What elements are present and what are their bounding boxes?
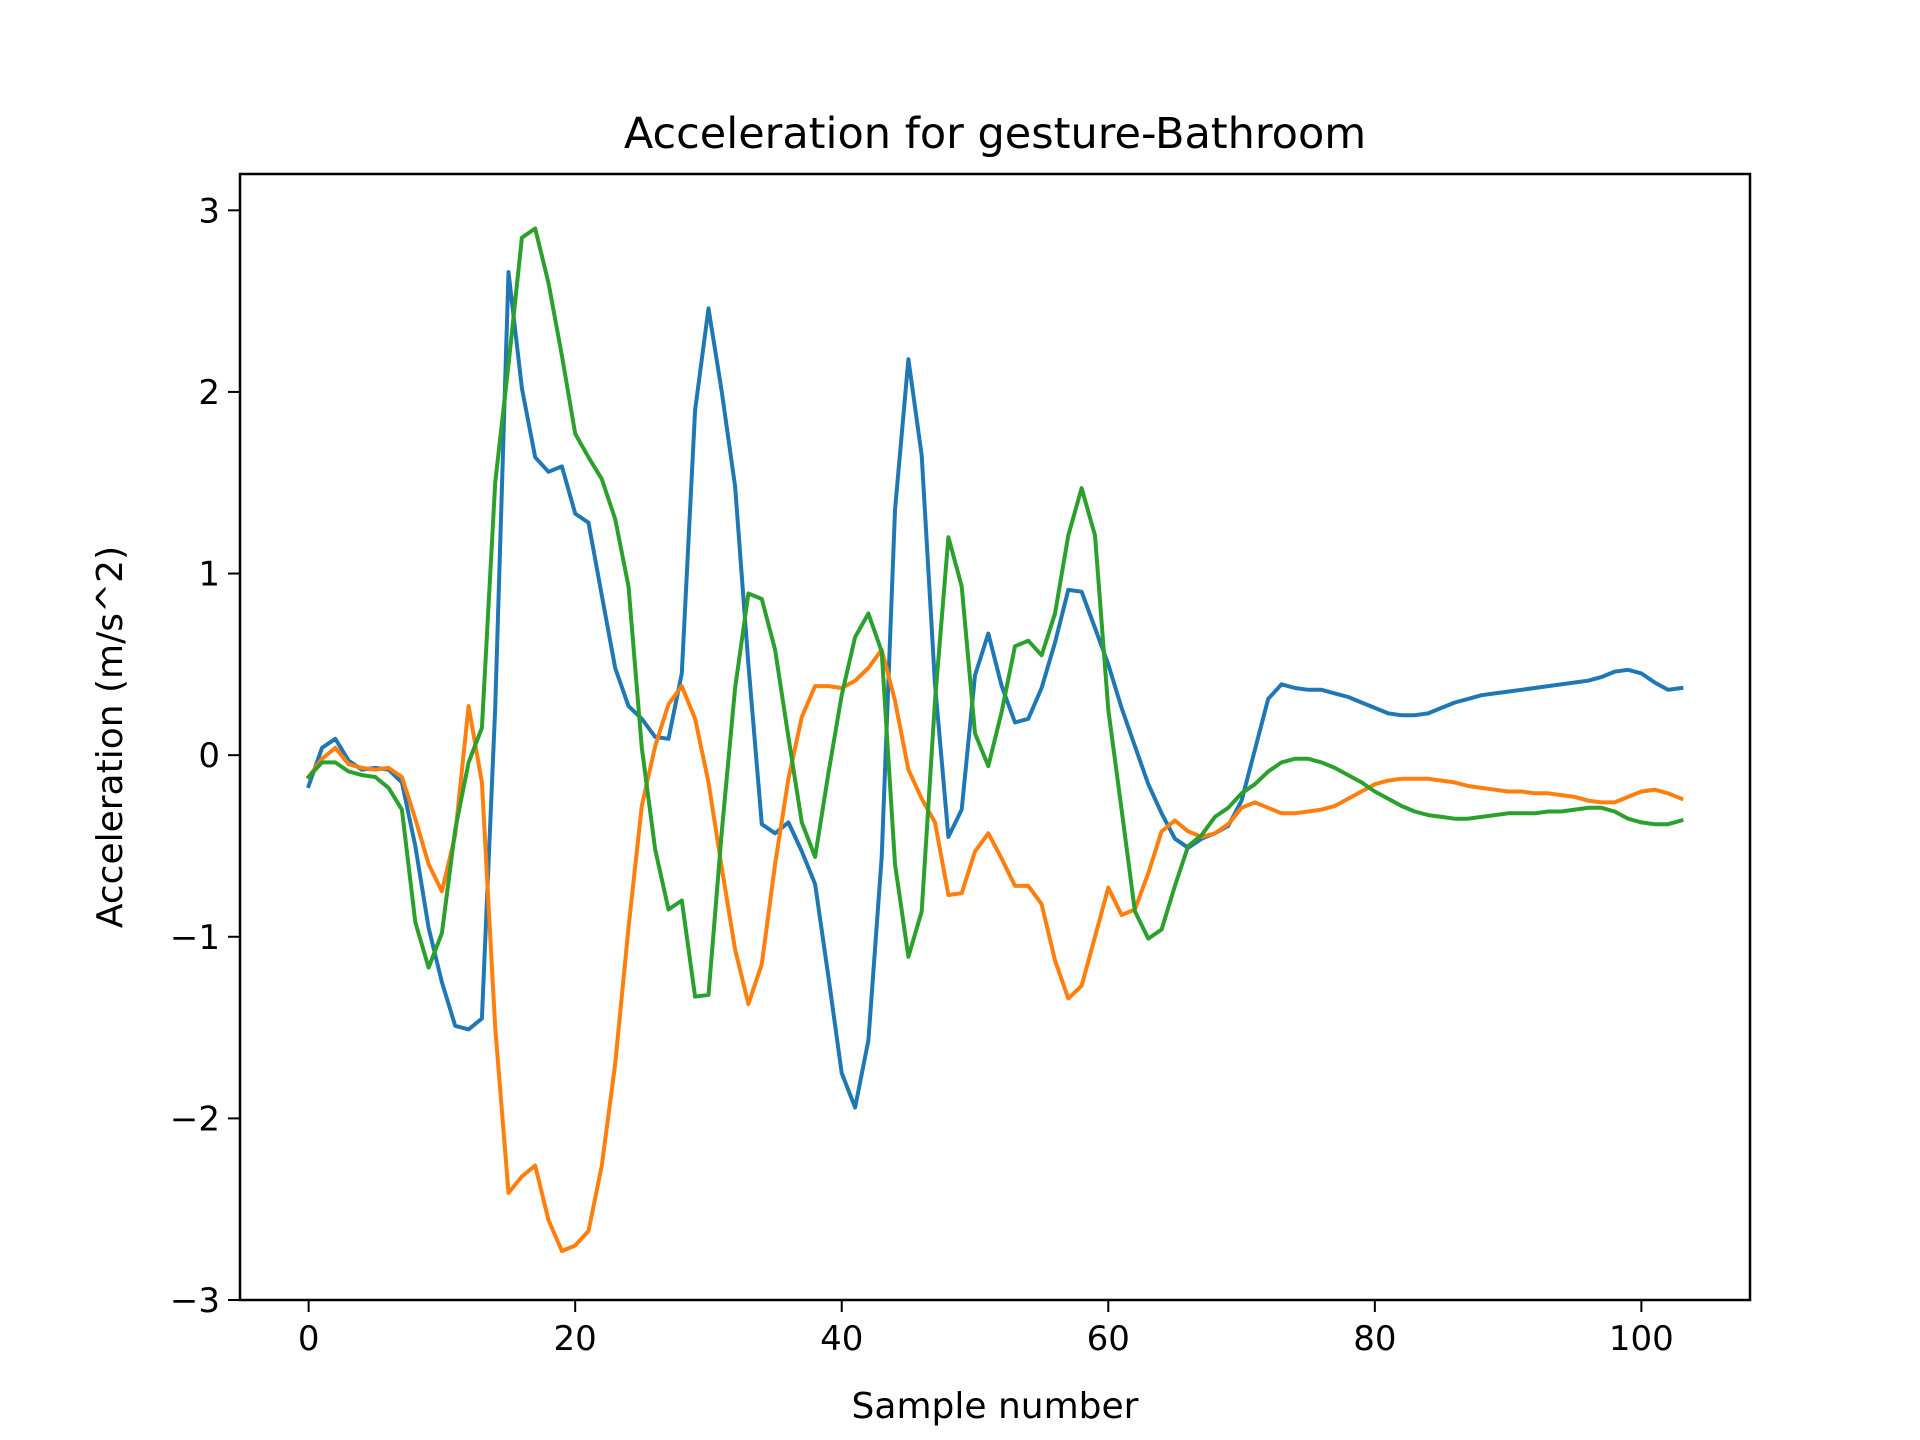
series-line-2 (305, 647, 1685, 1253)
series-line-3 (305, 226, 1684, 999)
x-tick-label: 0 (298, 1319, 320, 1359)
x-tick-label: 100 (1609, 1319, 1674, 1359)
y-tick-label: 3 (198, 191, 220, 231)
x-tick-label: 20 (554, 1319, 597, 1359)
x-axis: 0 20 40 60 80 100 (298, 1300, 1674, 1359)
series-line-1 (306, 270, 1684, 1110)
y-axis-title: Acceleration (m/s^2) (90, 546, 131, 928)
series-layer (305, 226, 1685, 1253)
plot-frame (238, 172, 1752, 1302)
y-tick-label: 1 (198, 555, 220, 595)
chart-title: Acceleration for gesture-Bathroom (624, 109, 1366, 159)
x-tick-label: 80 (1353, 1319, 1396, 1359)
y-tick-label: 0 (198, 736, 220, 776)
y-tick-label: 2 (198, 373, 220, 413)
y-axis: −3 −2 −1 0 1 2 3 (170, 191, 240, 1321)
x-axis-title: Sample number (852, 1386, 1139, 1427)
y-tick-label: −1 (170, 918, 220, 958)
x-tick-label: 60 (1087, 1319, 1130, 1359)
y-tick-label: −3 (170, 1281, 220, 1321)
x-tick-label: 40 (820, 1319, 863, 1359)
y-tick-label: −2 (170, 1099, 220, 1139)
